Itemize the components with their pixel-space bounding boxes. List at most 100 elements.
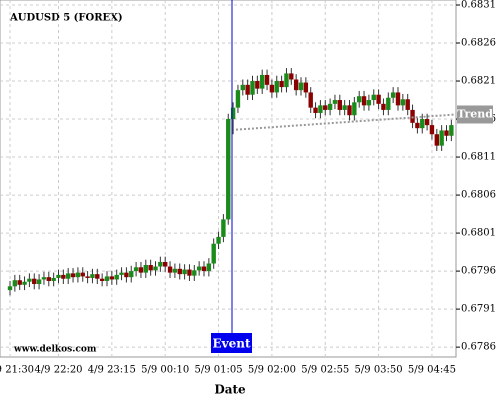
chart-title: AUDUSD 5 (FOREX): [9, 13, 123, 24]
candle-body: [332, 100, 338, 104]
y-tick-label: 0.6831: [461, 0, 496, 11]
candle-body: [395, 92, 401, 106]
x-tick-label: 5/9 02:00: [248, 365, 296, 376]
candle-body: [279, 81, 284, 88]
candle-body: [129, 271, 134, 278]
watermark: www.delkos.com: [13, 345, 97, 355]
candle-body: [269, 84, 275, 93]
candle-body: [424, 119, 430, 126]
candle-body: [133, 267, 139, 272]
candle-body: [66, 273, 71, 279]
y-tick-label: 0.6806: [461, 190, 496, 201]
trend-box: [457, 105, 493, 124]
candle-body: [352, 102, 357, 116]
candle-body: [61, 274, 66, 279]
event-label: Event: [212, 337, 250, 351]
candle-body: [95, 274, 100, 279]
candle-body: [56, 274, 61, 278]
candle-body: [163, 261, 168, 267]
candle-body: [216, 236, 221, 244]
candle-body: [46, 277, 51, 281]
candle-body: [410, 109, 415, 123]
candle-body: [337, 100, 342, 110]
candle-body: [196, 266, 202, 271]
candle-body: [221, 219, 226, 237]
candle-body: [109, 276, 115, 280]
candle-body: [386, 97, 391, 110]
y-tick-label: 0.6796: [461, 266, 496, 277]
candle-body: [172, 268, 178, 273]
y-tick-label: 0.6821: [461, 76, 496, 87]
candle-body: [27, 278, 32, 282]
candle-body: [7, 286, 13, 291]
candle-body: [400, 99, 406, 106]
candle-body: [434, 134, 439, 146]
candle-body: [361, 96, 367, 106]
candle-body: [449, 125, 454, 136]
candle-body: [17, 280, 22, 285]
event-box: [211, 333, 252, 353]
candle-body: [75, 272, 81, 278]
candle-body: [439, 130, 444, 146]
candle-body: [177, 268, 182, 275]
candle-body: [303, 82, 309, 93]
candle-body: [124, 272, 129, 278]
candle-body: [153, 266, 158, 271]
candle-body: [41, 277, 47, 280]
x-tick-label: 4/9 21:30: [0, 365, 34, 376]
candle-body: [226, 119, 231, 220]
candle-body: [182, 269, 187, 275]
candle-body: [32, 278, 37, 285]
candle-body: [206, 263, 212, 272]
candle-body: [12, 280, 18, 287]
candle-body: [22, 281, 27, 285]
candle-body: [318, 105, 323, 113]
x-axis-label: Date: [214, 383, 246, 397]
candle-body: [284, 73, 289, 88]
candle-body: [347, 105, 352, 116]
candle-body: [415, 122, 420, 129]
candle-body: [158, 261, 163, 267]
candle-body: [390, 92, 396, 98]
candle-body: [51, 277, 56, 281]
candle-body: [323, 105, 328, 110]
candle-body: [138, 267, 144, 273]
candle-body: [235, 90, 241, 108]
candle-body: [429, 125, 435, 135]
candle-body: [308, 92, 313, 108]
candle-body: [230, 107, 236, 120]
y-tick-label: 0.6801: [461, 228, 496, 239]
candle-body: [274, 81, 279, 93]
candle-body: [70, 273, 76, 278]
candle-body: [342, 105, 347, 110]
candle-body: [260, 74, 265, 89]
candle-body: [211, 243, 216, 264]
y-tick-label: 0.6786: [461, 342, 496, 353]
x-tick-label: 5/9 03:50: [355, 365, 403, 376]
candle-body: [192, 270, 197, 276]
y-tick-label: 0.6826: [461, 38, 496, 49]
trend-line: [235, 113, 457, 131]
candle-body: [405, 99, 410, 110]
candle-body: [114, 274, 119, 280]
candle-body: [264, 74, 270, 85]
candle-body: [104, 276, 110, 281]
candle-body: [119, 272, 124, 275]
candle-body: [99, 278, 105, 281]
candle-body: [444, 130, 449, 136]
candle-body: [90, 274, 95, 278]
x-tick-label: 5/9 04:45: [408, 365, 456, 376]
candle-body: [313, 107, 318, 113]
candle-body: [148, 265, 153, 271]
candle-body: [371, 94, 376, 101]
x-tick-label: 5/9 01:05: [195, 365, 243, 376]
candle-body: [289, 73, 294, 80]
candle-body: [327, 103, 333, 110]
candle-body: [245, 84, 250, 95]
y-tick-label: 0.6811: [461, 152, 496, 163]
y-tick-label: 0.6791: [461, 304, 496, 315]
x-tick-label: 4/9 22:20: [34, 365, 82, 376]
x-tick-label: 4/9 23:15: [88, 365, 136, 376]
candle-body: [255, 81, 260, 89]
